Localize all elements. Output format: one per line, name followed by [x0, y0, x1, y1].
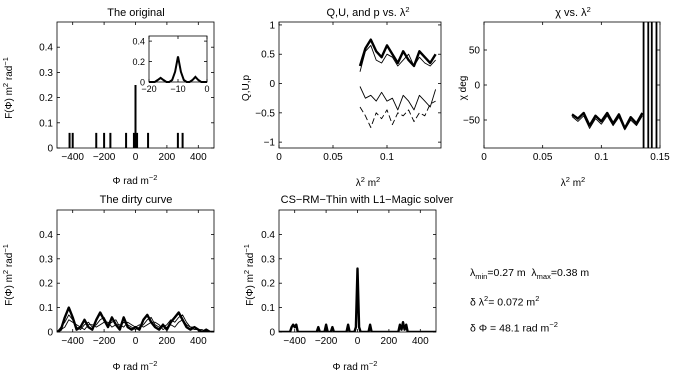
panel-cs-axes: −400 −200 0 200 400 0 0.1 0.2 0.3 0.4 — [261, 209, 437, 347]
panel-cs-xlabel: Φ rad m−2 — [333, 359, 378, 373]
dirty-ytick-label: 0.3 — [39, 254, 53, 265]
original-xtick-label: 0 — [133, 152, 139, 163]
original-ytick-label: 0.2 — [39, 93, 53, 104]
dirty-xtick-label: 200 — [159, 336, 176, 347]
inset-ytick-label: 0 — [140, 78, 145, 88]
qup-xtick-label: 0.1 — [380, 152, 394, 163]
panel-qup-xlabel: λ2 m2 — [356, 175, 380, 189]
dirty-ytick-label: 0.2 — [39, 279, 53, 290]
original-ytick-label: 0 — [47, 144, 53, 155]
panel-chi-axes: 0 0.05 0.1 0.15 −50 0 50 — [463, 21, 670, 163]
dirty-series-2 — [57, 314, 214, 332]
dirty-xtick-label: −200 — [93, 336, 116, 347]
panel-cs-title: CS−RM−Thin with L1−Magic solver — [281, 194, 454, 206]
cs-ytick-label: 0.2 — [261, 279, 275, 290]
qup-ytick-label: 1 — [269, 20, 275, 31]
inset-ytick-label: 0.4 — [132, 37, 145, 47]
chi-xtick-label: 0 — [481, 152, 487, 163]
chi-xtick-label: 0.15 — [650, 152, 670, 163]
dirty-series-3 — [57, 319, 214, 332]
dirty-xtick-label: 400 — [190, 336, 207, 347]
chi-series-1 — [571, 111, 644, 130]
panel-dirty-title: The dirty curve — [100, 194, 173, 206]
cs-xtick-label: 200 — [381, 336, 398, 347]
cs-ytick-label: 0.1 — [261, 303, 275, 314]
inset-xtick-label: −20 — [141, 84, 156, 94]
panel-dirty-xlabel: Φ rad m−2 — [113, 359, 158, 373]
dirty-ytick-label: 0.4 — [39, 230, 53, 241]
param-delta-phi: δ Φ = 48.1 rad m−2 — [470, 319, 558, 335]
panel-qup-ylabel: Q,U,p — [241, 75, 252, 102]
inset-series — [149, 56, 207, 83]
panel-original-inset: −20 −10 0 0 0.2 0.4 — [132, 35, 210, 94]
chi-ytick-label: 50 — [469, 46, 481, 57]
panel-chi-ylabel: χ deg — [458, 76, 469, 101]
parameter-summary: λmin=0.27 m λmax=0.38 m δ λ2= 0.072 m2 δ… — [470, 262, 690, 339]
param-delta-lambda2: δ λ2= 0.072 m2 — [470, 294, 540, 309]
cs-xtick-label: 400 — [412, 336, 429, 347]
panel-chi: χ vs. λ2 0 0.05 0.1 0.15 −50 0 50 λ2 m2 χ deg — [458, 5, 670, 189]
original-xtick-label: −400 — [61, 152, 84, 163]
qup-series-2 — [359, 44, 436, 72]
panel-original-ylabel: F(Φ) m2 rad−1 — [1, 57, 15, 119]
panel-original-xlabel: Φ rad m−2 — [113, 173, 158, 187]
panel-dirty-axes: −400 −200 0 200 400 0 0.1 0.2 0.3 0.4 — [39, 209, 215, 347]
panel-qup-axes: 0 0.05 0.1 −1 −0.5 0 0.5 1 — [255, 20, 442, 163]
cs-ytick-label: 0 — [269, 328, 275, 339]
panel-cs: CS−RM−Thin with L1−Magic solver −400 −200… — [242, 194, 454, 373]
dirty-series-1 — [57, 306, 214, 332]
chi-ytick-label: −50 — [463, 116, 480, 127]
cs-xtick-label: −400 — [283, 336, 306, 347]
dirty-xtick-label: 0 — [133, 336, 139, 347]
qup-frame — [278, 21, 442, 149]
qup-xtick-label: 0 — [276, 152, 282, 163]
cs-xtick-label: 0 — [355, 336, 361, 347]
qup-ytick-label: −0.5 — [255, 108, 275, 119]
chi-xtick-label: 0.1 — [594, 152, 608, 163]
original-xtick-label: 200 — [159, 152, 176, 163]
cs-series-1 — [279, 267, 436, 332]
qup-series-3 — [359, 86, 437, 111]
qup-ytick-label: 0 — [269, 79, 275, 90]
qup-xtick-label: 0.05 — [323, 152, 343, 163]
dirty-ytick-label: 0.1 — [39, 303, 53, 314]
original-xtick-label: 400 — [190, 152, 207, 163]
panel-chi-title: χ vs. λ2 — [555, 5, 591, 19]
panel-chi-xlabel: λ2 m2 — [561, 175, 585, 189]
dirty-frame — [56, 209, 215, 333]
panel-original: The original −400 −200 0 200 40000.10.20.30.… — [1, 7, 215, 187]
panel-cs-ylabel: F(Φ) m2 rad−1 — [242, 244, 256, 306]
dirty-xtick-label: −400 — [61, 336, 84, 347]
panel-dirty: The dirty curve −400 −200 0 200 400 0 0.1 0.2 0.… — [1, 194, 215, 373]
panel-original-title: The original — [107, 7, 164, 19]
chi-frame — [483, 21, 661, 149]
dirty-ytick-label: 0 — [47, 328, 53, 339]
panel-qup-title: Q,U, and p vs. λ2 — [326, 5, 409, 19]
chi-series-2 — [571, 115, 643, 131]
inset-ytick-label: 0.2 — [132, 57, 145, 67]
cs-xtick-label: −200 — [315, 336, 338, 347]
original-ytick-label: 0.4 — [39, 43, 53, 54]
original-ytick-label: 0.1 — [39, 118, 53, 129]
panel-dirty-ylabel: F(Φ) m2 rad−1 — [1, 244, 15, 306]
chi-xtick-label: 0.05 — [533, 152, 553, 163]
qup-ytick-label: −1 — [264, 138, 276, 149]
qup-series-1 — [358, 38, 437, 68]
cs-ytick-label: 0.4 — [261, 230, 275, 241]
original-ytick-label: 0.3 — [39, 68, 53, 79]
panel-qup: Q,U, and p vs. λ2 0 0.05 0.1 −1 −0.5 0 0.5 1 λ2… — [241, 5, 442, 189]
inset-xtick-label: 0 — [204, 84, 209, 94]
original-xtick-label: −200 — [93, 152, 116, 163]
param-lambda-range: λmin=0.27 m λmax=0.38 m — [470, 267, 590, 282]
chi-ytick-label: 0 — [474, 81, 480, 92]
cs-ytick-label: 0.3 — [261, 254, 275, 265]
qup-ytick-label: 0.5 — [261, 50, 275, 61]
inset-xtick-label: −10 — [170, 84, 185, 94]
qup-series-4 — [359, 100, 436, 128]
